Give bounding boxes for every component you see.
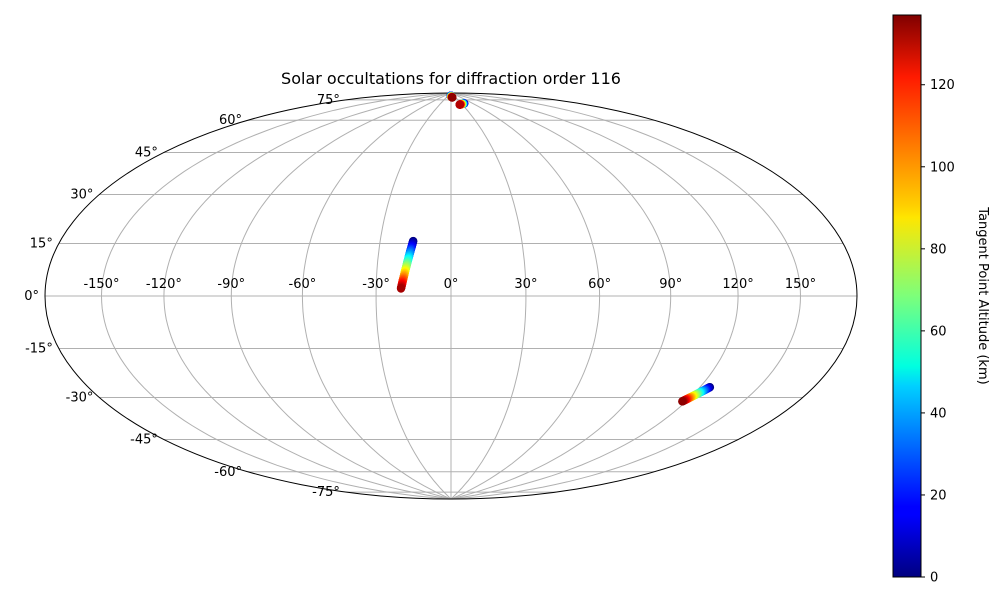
- colorbar-label: Tangent Point Altitude (km): [975, 206, 990, 384]
- colorbar-tick-label: 80: [930, 242, 947, 257]
- longitude-tick-label: -90°: [217, 277, 245, 292]
- colorbar-tick-label: 20: [930, 488, 947, 503]
- longitude-tick-label: -150°: [83, 277, 119, 292]
- latitude-tick-label: 30°: [70, 188, 93, 203]
- graticule: [45, 93, 857, 499]
- data-point: [455, 100, 464, 109]
- longitude-tick-label: 0°: [444, 277, 459, 292]
- latitude-tick-label: 45°: [135, 145, 158, 160]
- longitude-tick-label: -120°: [146, 277, 182, 292]
- chart-title: Solar occultations for diffraction order…: [281, 69, 621, 88]
- colorbar: [892, 14, 922, 578]
- colorbar-ticks: 0 20 40 60 80 100 120: [921, 78, 955, 586]
- latitude-tick-label: -15°: [25, 342, 53, 357]
- latitude-tick-label: 75°: [317, 93, 340, 108]
- longitude-tick-label: 90°: [659, 277, 682, 292]
- longitude-tick-label: 150°: [785, 277, 816, 292]
- longitude-tick-label: 60°: [588, 277, 611, 292]
- colorbar-tick-label: 40: [930, 406, 947, 421]
- longitude-tick-label: -30°: [362, 277, 390, 292]
- latitude-tick-label: -30°: [66, 391, 94, 406]
- data-point: [396, 284, 406, 293]
- longitude-tick-label: 120°: [722, 277, 753, 292]
- longitude-tick-label: 30°: [514, 277, 537, 292]
- colorbar-tick-label: 100: [930, 160, 955, 175]
- latitude-tick-label: 0°: [24, 289, 39, 304]
- tick-labels: -150° -120° -90° -60° -30° 0° 30° 60° 90° 120° 150…: [24, 93, 816, 500]
- colorbar-tick-label: 120: [930, 78, 955, 93]
- colorbar-tick-label: 60: [930, 324, 947, 339]
- data-point: [448, 93, 457, 102]
- colorbar-tick-label: 0: [930, 571, 938, 586]
- data-point: [678, 397, 687, 406]
- latitude-tick-label: -75°: [312, 485, 340, 500]
- latitude-tick-label: 60°: [219, 113, 242, 128]
- occultation-tracks: [396, 91, 715, 406]
- latitude-tick-label: -45°: [130, 433, 158, 448]
- longitude-tick-label: -60°: [289, 277, 317, 292]
- latitude-tick-label: -60°: [214, 465, 242, 480]
- latitude-tick-label: 15°: [30, 236, 53, 251]
